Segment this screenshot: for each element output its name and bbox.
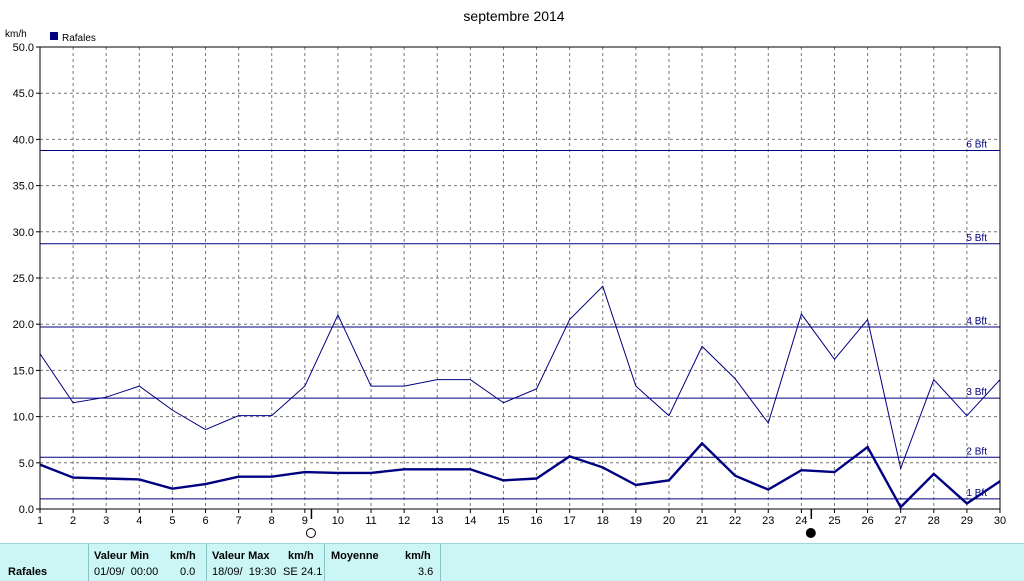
y-tick-label: 0.0 bbox=[19, 504, 34, 516]
min-time: 01/09/ 00:00 bbox=[94, 566, 159, 578]
y-tick-label: 15.0 bbox=[13, 365, 34, 377]
x-tick-label: 23 bbox=[762, 515, 774, 527]
divider bbox=[206, 544, 207, 581]
y-tick-label: 10.0 bbox=[13, 412, 34, 424]
max-time: 18/09/ 19:30 bbox=[212, 566, 277, 578]
x-tick-label: 2 bbox=[70, 515, 76, 527]
min-header: Valeur Min bbox=[94, 550, 150, 562]
x-tick-label: 20 bbox=[663, 515, 675, 527]
chart-title: septembre 2014 bbox=[463, 8, 564, 24]
y-tick-label: 5.0 bbox=[19, 458, 34, 470]
secondary-series-line bbox=[39, 285, 1001, 471]
beaufort-label: 4 Bft bbox=[966, 316, 987, 327]
summary-series-label: Rafales bbox=[8, 566, 48, 578]
y-tick-label: 25.0 bbox=[13, 273, 34, 285]
x-tick-label: 3 bbox=[103, 515, 109, 527]
x-tick-label: 21 bbox=[696, 515, 708, 527]
legend-swatch bbox=[50, 32, 58, 40]
divider bbox=[324, 544, 325, 581]
x-tick-label: 6 bbox=[202, 515, 208, 527]
rafales-series-line bbox=[39, 441, 1001, 510]
max-header: Valeur Max bbox=[212, 550, 270, 562]
x-tick-label: 25 bbox=[828, 515, 840, 527]
avg-value: 3.6 bbox=[418, 566, 434, 578]
divider bbox=[88, 544, 89, 581]
divider bbox=[440, 544, 441, 581]
moon-phase-markers bbox=[305, 509, 816, 538]
wind-gust-chart: septembre 2014 km/h Rafales 1 Bft 2 Bft 3 … bbox=[5, 8, 1006, 538]
summary-table: Rafales Valeur Min km/h 01/09/ 00:00 0.0… bbox=[0, 543, 1024, 581]
x-axis-ticks: 1 2 3 4 5 6 7 8 9 10 11 12 13 14 15 16 17 18 19 20 21 22 23 24 2… bbox=[37, 509, 1006, 527]
x-tick-label: 8 bbox=[269, 515, 275, 527]
min-value: 0.0 bbox=[180, 566, 196, 578]
x-tick-label: 10 bbox=[332, 515, 344, 527]
x-tick-label: 15 bbox=[497, 515, 509, 527]
x-tick-label: 11 bbox=[365, 515, 376, 527]
y-tick-label: 20.0 bbox=[13, 319, 34, 331]
x-tick-label: 5 bbox=[169, 515, 175, 527]
avg-header: Moyenne bbox=[331, 550, 379, 562]
x-tick-label: 27 bbox=[895, 515, 907, 527]
legend-label: Rafales bbox=[62, 33, 96, 44]
y-axis-unit-label: km/h bbox=[5, 29, 27, 40]
x-tick-label: 1 bbox=[37, 515, 43, 527]
max-direction: SE bbox=[283, 566, 298, 578]
avg-unit: km/h bbox=[405, 550, 431, 562]
x-tick-label: 26 bbox=[861, 515, 873, 527]
x-tick-label: 7 bbox=[236, 515, 242, 527]
y-tick-label: 30.0 bbox=[13, 227, 34, 239]
x-tick-label: 13 bbox=[431, 515, 443, 527]
beaufort-label: 1 Bft bbox=[966, 488, 987, 499]
beaufort-label: 6 Bft bbox=[966, 139, 987, 150]
full-moon-icon bbox=[305, 528, 316, 538]
max-unit: km/h bbox=[288, 550, 314, 562]
new-moon-icon bbox=[805, 528, 816, 538]
y-axis-ticks: 0.0 5.0 10.0 15.0 20.0 25.0 30.0 35.0 40.0 45.0 50… bbox=[13, 42, 40, 516]
y-tick-label: 50.0 bbox=[13, 42, 34, 54]
x-tick-label: 22 bbox=[729, 515, 741, 527]
x-tick-label: 17 bbox=[564, 515, 576, 527]
x-tick-label: 4 bbox=[136, 515, 142, 527]
y-tick-label: 35.0 bbox=[13, 181, 34, 193]
grid bbox=[40, 47, 1000, 509]
x-tick-label: 9 bbox=[302, 515, 308, 527]
x-tick-label: 16 bbox=[530, 515, 542, 527]
x-tick-label: 28 bbox=[928, 515, 940, 527]
x-tick-label: 14 bbox=[464, 515, 476, 527]
x-tick-label: 24 bbox=[795, 515, 807, 527]
x-tick-label: 19 bbox=[630, 515, 642, 527]
beaufort-label: 3 Bft bbox=[966, 387, 987, 398]
x-tick-label: 12 bbox=[398, 515, 410, 527]
min-unit: km/h bbox=[170, 550, 196, 562]
y-tick-label: 40.0 bbox=[13, 134, 34, 146]
beaufort-label: 2 Bft bbox=[966, 446, 987, 457]
y-tick-label: 45.0 bbox=[13, 88, 34, 100]
x-tick-label: 18 bbox=[597, 515, 609, 527]
series-layer bbox=[39, 285, 1001, 510]
beaufort-label: 5 Bft bbox=[966, 233, 987, 244]
max-value: 24.1 bbox=[301, 566, 323, 578]
x-tick-label: 30 bbox=[994, 515, 1006, 527]
x-tick-label: 29 bbox=[961, 515, 973, 527]
beaufort-lines: 1 Bft 2 Bft 3 Bft 4 Bft 5 Bft 6 Bft bbox=[40, 139, 1000, 500]
